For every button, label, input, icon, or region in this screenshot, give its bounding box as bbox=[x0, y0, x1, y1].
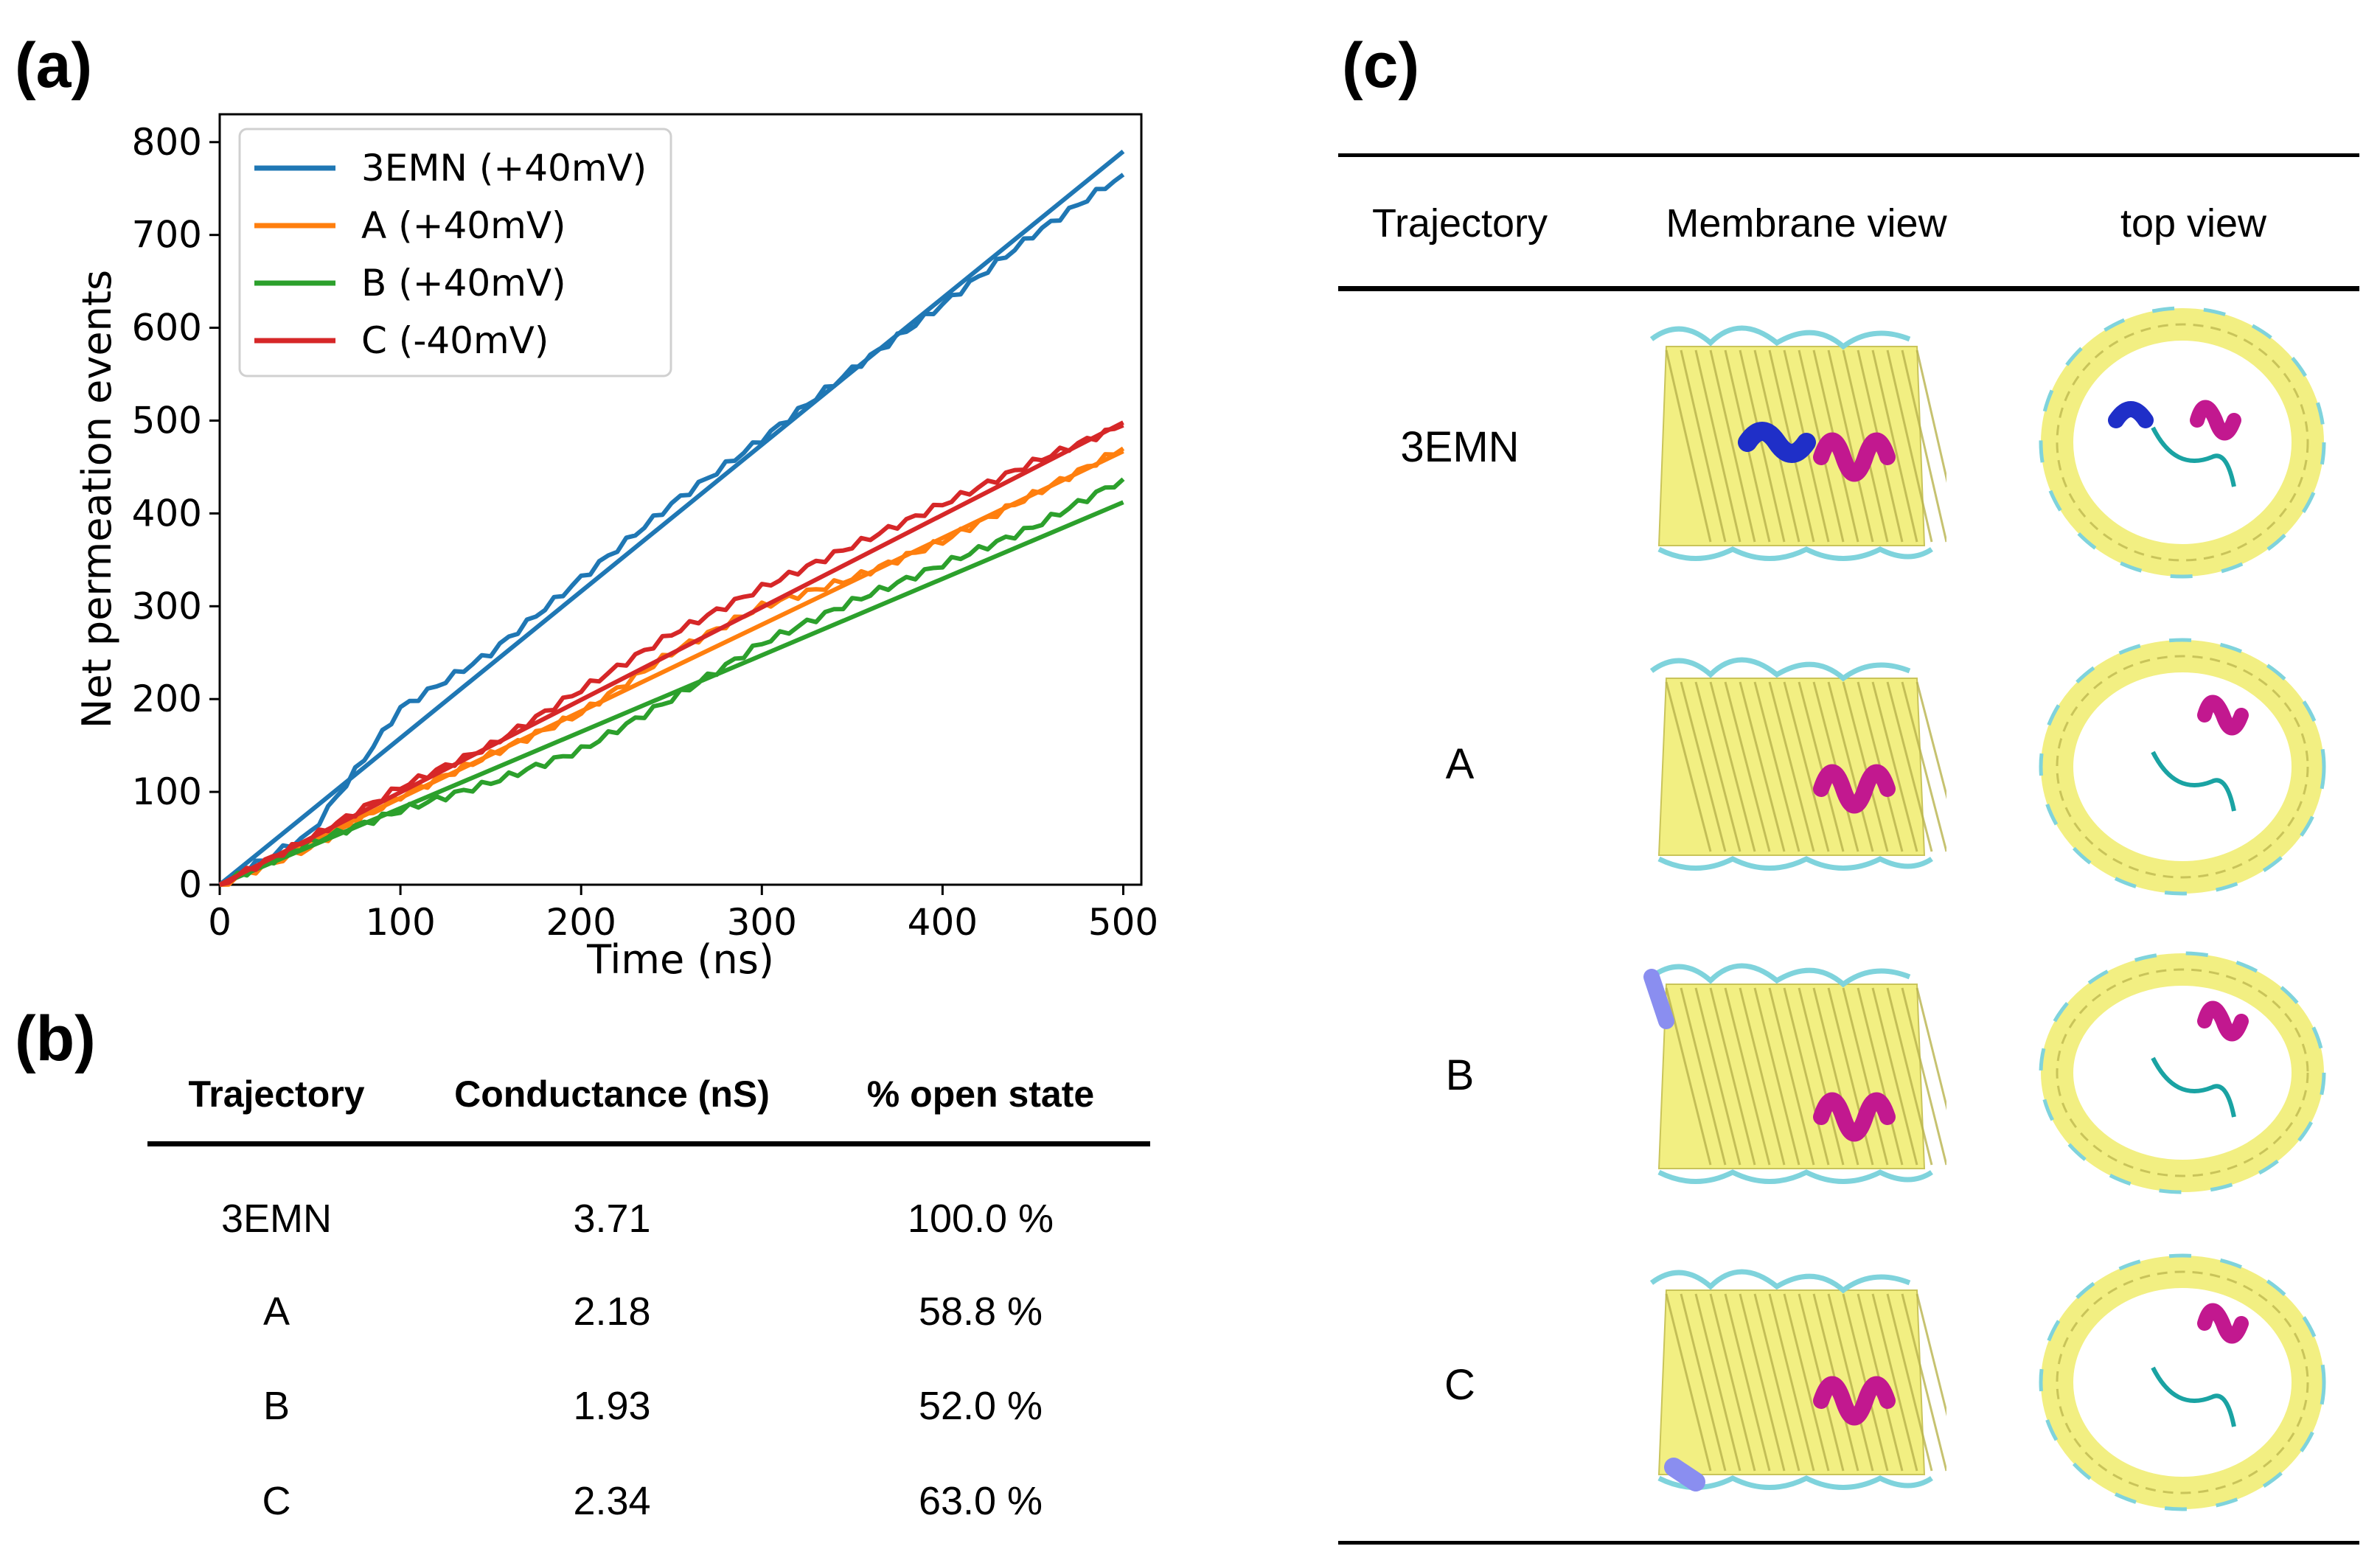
top-view-a bbox=[2039, 638, 2326, 896]
y-tick-label: 600 bbox=[132, 307, 202, 349]
table-c-top-rule bbox=[1338, 153, 2359, 157]
x-tick-label: 300 bbox=[727, 901, 797, 944]
table-b-header-open-state: % open state bbox=[866, 1073, 1095, 1115]
table-c-row-label: C bbox=[1444, 1361, 1475, 1409]
table-b-cell: A bbox=[262, 1289, 290, 1334]
legend-box bbox=[238, 128, 672, 377]
table-c-mid-rule bbox=[1338, 286, 2359, 291]
y-tick-label: 200 bbox=[132, 678, 202, 720]
series-line bbox=[218, 173, 1125, 887]
table-b-cell: 100.0 % bbox=[907, 1197, 1054, 1241]
table-b-cell: 52.0 % bbox=[918, 1384, 1043, 1428]
table-b-cell: C bbox=[262, 1479, 291, 1523]
x-tick-label: 100 bbox=[365, 901, 435, 944]
series-line bbox=[219, 423, 1124, 887]
table-c-row-label: 3EMN bbox=[1400, 423, 1520, 471]
panel-label-b: (b) bbox=[15, 1003, 96, 1074]
membrane-view-a bbox=[1649, 657, 1946, 871]
membrane-view-3emn bbox=[1649, 325, 1946, 561]
table-b-header-conductance: Conductance (nS) bbox=[454, 1073, 770, 1115]
table-c-header-top-view: top view bbox=[2120, 201, 2267, 246]
series-fit-line bbox=[218, 420, 1124, 887]
legend-label: 3EMN (+40mV) bbox=[361, 147, 647, 189]
table-b-cell: 3EMN bbox=[220, 1197, 333, 1241]
membrane-view-c bbox=[1649, 1269, 1946, 1491]
table-c-header-membrane-view: Membrane view bbox=[1666, 201, 1947, 246]
x-tick-label: 500 bbox=[1088, 901, 1158, 944]
y-tick-label: 0 bbox=[178, 863, 202, 906]
table-b-cell: B bbox=[262, 1384, 290, 1428]
y-tick-label: 100 bbox=[132, 770, 202, 813]
table-c-row-label: B bbox=[1445, 1051, 1475, 1099]
table-c-bottom-rule bbox=[1338, 1541, 2359, 1545]
x-tick-label: 400 bbox=[908, 901, 978, 944]
table-b-cell: 3.71 bbox=[573, 1197, 651, 1241]
table-b-rule bbox=[147, 1141, 1150, 1146]
legend-label: A (+40mV) bbox=[361, 204, 566, 247]
table-b-cell: 2.18 bbox=[573, 1289, 651, 1334]
y-tick-label: 700 bbox=[132, 214, 202, 257]
y-tick-label: 400 bbox=[132, 492, 202, 535]
x-axis-label: Time (ns) bbox=[586, 936, 774, 983]
series-line bbox=[219, 477, 1125, 887]
table-b-header-trajectory: Trajectory bbox=[188, 1073, 365, 1115]
legend-label: B (+40mV) bbox=[361, 262, 566, 304]
table-b-cell: 2.34 bbox=[573, 1479, 651, 1523]
y-tick-label: 300 bbox=[132, 585, 202, 627]
series-fit-line bbox=[218, 150, 1125, 887]
series-fit-line bbox=[218, 500, 1124, 887]
plot-frame bbox=[218, 113, 1143, 886]
top-view-c bbox=[2039, 1253, 2326, 1511]
top-view-3emn bbox=[2039, 306, 2326, 579]
table-b-cell: 63.0 % bbox=[918, 1479, 1043, 1523]
x-tick-label: 0 bbox=[208, 901, 232, 944]
top-view-b bbox=[2039, 951, 2326, 1194]
y-tick-label: 800 bbox=[132, 121, 202, 164]
panel-label-a: (a) bbox=[15, 30, 93, 101]
table-b-cell: 58.8 % bbox=[918, 1289, 1043, 1334]
legend-label: C (-40mV) bbox=[361, 319, 549, 362]
series-fit-line bbox=[218, 449, 1124, 887]
membrane-view-b bbox=[1643, 963, 1946, 1184]
y-tick-label: 500 bbox=[132, 399, 202, 442]
permeation-chart: 0 100 200 300 400 500 0 100 200 300 400 500 600 700 80… bbox=[74, 113, 1158, 983]
table-b-cell: 1.93 bbox=[573, 1384, 651, 1428]
table-c-row-label: A bbox=[1445, 740, 1475, 788]
y-axis-label: Net permeation events bbox=[74, 270, 120, 728]
x-tick-label: 200 bbox=[546, 901, 616, 944]
panel-label-c: (c) bbox=[1342, 30, 1420, 101]
table-c-header-trajectory: Trajectory bbox=[1371, 201, 1548, 246]
